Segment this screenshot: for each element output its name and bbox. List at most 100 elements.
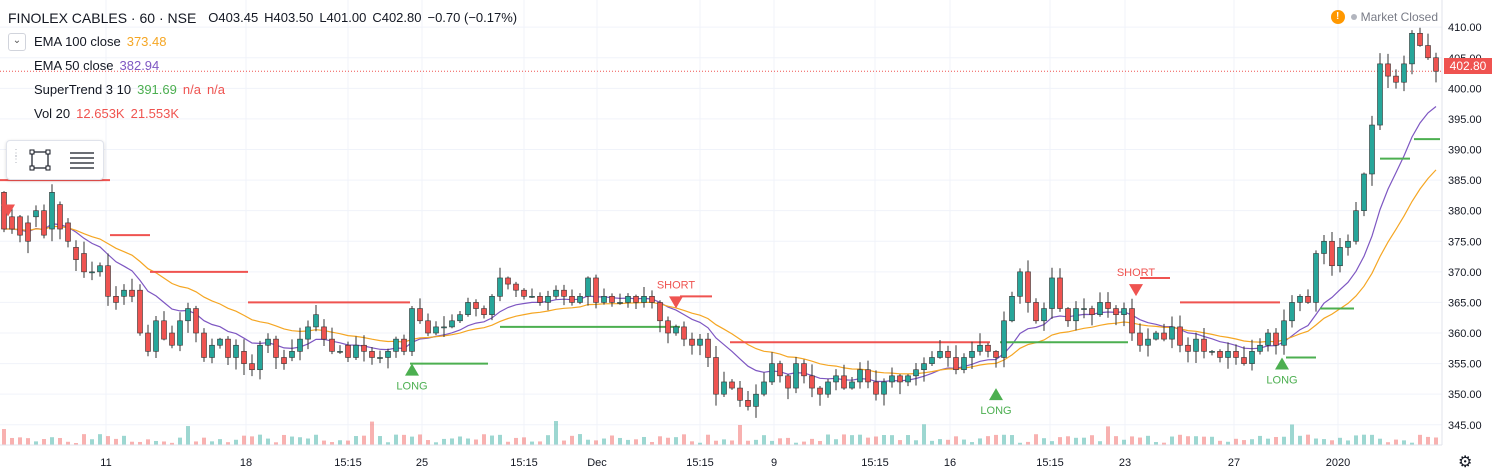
candle-body <box>905 375 911 383</box>
chevron-down-icon[interactable]: ⌄ <box>8 33 26 51</box>
candle-body <box>897 375 903 383</box>
volume-bar <box>546 435 550 445</box>
candle-body <box>177 320 183 346</box>
volume-bar <box>874 436 878 445</box>
volume-bar <box>714 440 718 445</box>
symbol-title[interactable]: FINOLEX CABLES · 60 · NSE <box>8 10 197 26</box>
volume-bar <box>250 436 254 445</box>
volume-bar <box>682 434 686 445</box>
candle-body <box>321 326 327 340</box>
candle-body <box>1257 344 1263 352</box>
settings-lines-icon[interactable] <box>69 149 95 171</box>
candle-body <box>961 357 967 371</box>
candle-body <box>513 283 519 291</box>
candle-body <box>417 308 423 322</box>
candlestick-series <box>1 27 1439 418</box>
candle-body <box>553 289 559 297</box>
volume-bar <box>458 436 462 445</box>
drag-handle-icon[interactable]: ⋮ ⋮ <box>11 148 21 165</box>
candle-body <box>601 296 607 303</box>
warning-icon[interactable]: ! <box>1330 10 1345 24</box>
candle-body <box>1177 326 1183 346</box>
candle-body <box>265 338 271 346</box>
indicator-ema100[interactable]: ⌄ EMA 100 close 373.48 <box>8 30 517 54</box>
volume-bar <box>1154 442 1158 445</box>
volume-bar <box>314 434 318 445</box>
volume-bar <box>378 436 382 445</box>
indicator-value: n/a <box>182 82 201 97</box>
candle-body <box>1113 308 1119 315</box>
candle-body <box>1217 351 1223 358</box>
candle-body <box>585 277 591 297</box>
candle-body <box>1105 302 1111 309</box>
volume-bar <box>402 434 406 445</box>
volume-bar <box>954 436 958 445</box>
volume-bar <box>1002 434 1006 445</box>
candle-body <box>641 296 647 303</box>
volume-bar <box>1050 441 1054 445</box>
candle-body <box>217 338 223 346</box>
price-axis[interactable]: 410.00405.00400.00395.00390.00385.00380.… <box>1441 0 1494 474</box>
volume-bar <box>282 434 286 445</box>
volume-bar <box>786 437 790 445</box>
candle-body <box>801 363 807 377</box>
candle-body <box>705 338 711 358</box>
candle-body <box>1241 357 1247 364</box>
x-tick-label: 23 <box>1119 457 1131 469</box>
volume-bar <box>1434 437 1438 445</box>
indicator-ema50[interactable]: EMA 50 close 382.94 <box>8 54 517 78</box>
indicator-supertrend[interactable]: SuperTrend 3 10 391.69 n/a n/a <box>8 78 517 102</box>
close-value: C402.80 <box>372 10 422 25</box>
volume-bar <box>618 437 622 445</box>
volume-bar <box>1082 437 1086 445</box>
candle-body <box>1129 308 1135 334</box>
candle-body <box>657 302 663 322</box>
candle-body <box>377 357 383 359</box>
volume-bar <box>218 439 222 445</box>
candle-body <box>1369 124 1375 175</box>
volume-bar <box>1306 434 1310 445</box>
volume-bar <box>770 440 774 445</box>
market-status[interactable]: ! Market Closed <box>1330 10 1438 24</box>
volume-bar <box>1074 437 1078 445</box>
candle-body <box>121 289 127 297</box>
gear-icon[interactable]: ⚙ <box>1458 454 1473 471</box>
volume-bar <box>1346 440 1350 445</box>
indicator-name: SuperTrend 3 10 <box>34 82 132 97</box>
volume-bar <box>354 436 358 445</box>
time-axis[interactable]: 11 18 15:15 25 15:15 Dec 15:15 9 15:15 16 15:15 23 2… <box>0 444 1442 469</box>
candle-body <box>1017 271 1023 297</box>
candle-body <box>825 381 831 395</box>
candle-body <box>865 369 871 383</box>
candle-body <box>817 387 823 395</box>
volume-bar <box>138 441 142 445</box>
candle-body <box>713 357 719 395</box>
candle-body <box>57 204 63 230</box>
candle-body <box>1161 332 1167 340</box>
candle-body <box>913 369 919 377</box>
indicator-volume[interactable]: Vol 20 12.653K 21.553K <box>8 102 517 126</box>
candle-body <box>1193 338 1199 352</box>
volume-bar <box>946 439 950 445</box>
candle-body <box>737 387 743 401</box>
x-tick-label: 11 <box>100 457 111 469</box>
candle-body <box>9 216 15 230</box>
volume-bar <box>1274 436 1278 445</box>
volume-bar <box>130 441 134 445</box>
volume-bar <box>274 442 278 445</box>
volume-bar <box>466 438 470 445</box>
y-tick-label: 395.00 <box>1448 114 1482 126</box>
candle-body <box>353 344 359 358</box>
rectangle-select-icon[interactable] <box>29 149 51 171</box>
candle-body <box>385 351 391 358</box>
volume-bar <box>570 435 574 445</box>
candle-body <box>1001 320 1007 358</box>
y-tick-label: 400.00 <box>1448 83 1482 95</box>
drawing-toolbox[interactable]: ⋮ ⋮ <box>6 140 104 180</box>
candle-body <box>945 351 951 358</box>
volume-bar <box>514 437 518 445</box>
volume-bar <box>802 441 806 445</box>
volume-bar <box>74 442 78 445</box>
candle-body <box>625 296 631 303</box>
